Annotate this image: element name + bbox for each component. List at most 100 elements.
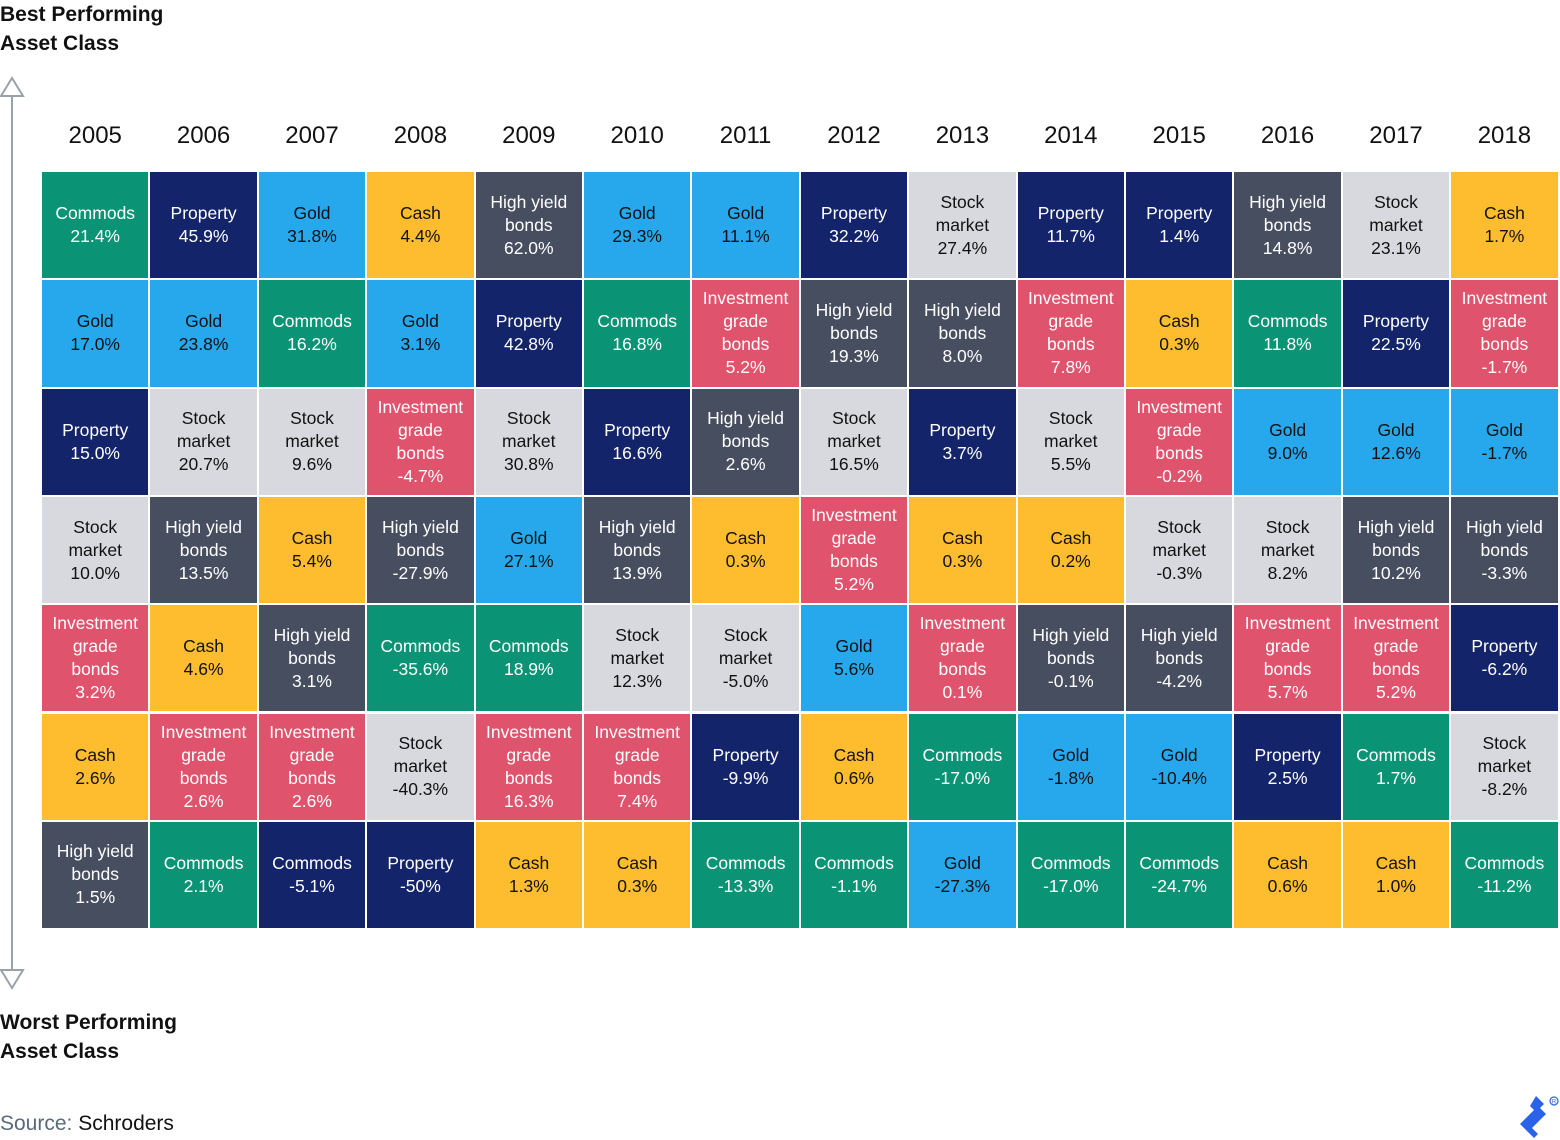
asset-name-line: Investment (1353, 613, 1439, 634)
asset-cell-2012-rank-3: Stock market 16.5% (800, 388, 908, 495)
asset-return-value: 23.8% (178, 334, 229, 355)
asset-name-line: grade (1482, 311, 1527, 332)
asset-name-line: Cash (291, 528, 333, 549)
asset-return-value: 1.7% (1376, 767, 1416, 788)
asset-return-value: -50% (399, 875, 441, 896)
asset-name-line: Commods (1464, 852, 1545, 873)
asset-cell-2010-rank-7: Cash 0.3% (584, 821, 691, 929)
asset-name-line: Property (929, 419, 996, 440)
asset-cell-2017-rank-1: Stock market 23.1% (1342, 172, 1450, 279)
asset-return-value: 30.8% (503, 454, 554, 475)
best-performing-label: Best Performing Asset Class (0, 0, 163, 58)
asset-return-value: 10.2% (1371, 562, 1421, 583)
asset-cell-2016-rank-1: High yield bonds 14.8% (1234, 172, 1341, 279)
asset-cell-2012-rank-7: Commods -1.1% (800, 821, 908, 929)
asset-name-line: Investment (160, 721, 247, 742)
year-label-2013: 2013 (935, 122, 990, 149)
asset-name-line: grade (723, 311, 768, 332)
asset-name-line: bonds (1046, 334, 1095, 355)
asset-name-line: bonds (938, 659, 987, 680)
asset-return-value: 45.9% (178, 226, 229, 247)
asset-name-line: market (827, 431, 881, 452)
asset-name-line: market (610, 647, 664, 668)
svg-text:R: R (1552, 1099, 1557, 1105)
asset-name-line: Gold (943, 852, 981, 873)
source-key: Source: (0, 1112, 73, 1135)
asset-name-line: Gold (1269, 419, 1307, 440)
asset-return-value: -4.2% (1156, 670, 1203, 691)
asset-name-line: bonds (396, 442, 445, 463)
asset-return-value: 11.1% (721, 226, 770, 247)
asset-cell-2016-rank-7: Cash 0.6% (1234, 821, 1341, 929)
asset-cell-2012-rank-4: Investment grade bonds 5.2% (800, 496, 908, 604)
asset-name-line: bonds (396, 539, 445, 560)
asset-name-line: Commods (597, 311, 678, 332)
asset-name-line: bonds (938, 322, 987, 343)
asset-return-value: 11.7% (1046, 226, 1095, 247)
asset-cell-2010-rank-2: Commods 16.8% (584, 280, 691, 387)
asset-name-line: Property (604, 419, 671, 440)
asset-return-value: -5.1% (289, 875, 335, 896)
asset-return-value: 7.4% (617, 790, 658, 811)
asset-name-line: Investment (52, 613, 138, 634)
asset-name-line: bonds (1372, 539, 1420, 560)
ranking-axis-arrow (0, 76, 25, 990)
asset-return-value: 5.5% (1050, 454, 1091, 475)
asset-cell-2009-rank-6: Investment grade bonds 16.3% (475, 713, 582, 820)
asset-return-value: -24.7% (1151, 875, 1207, 896)
asset-cell-2005-rank-4: Stock market 10.0% (42, 496, 149, 604)
asset-name-line: High yield (490, 191, 568, 212)
asset-name-line: High yield (1357, 516, 1435, 537)
asset-return-value: 0.3% (1159, 334, 1200, 355)
asset-cell-2012-rank-2: High yield bonds 19.3% (800, 280, 908, 387)
asset-return-value: -9.9% (722, 767, 769, 788)
asset-name-line: bonds (71, 659, 120, 680)
asset-cell-2016-rank-4: Stock market 8.2% (1234, 496, 1341, 604)
asset-cell-2016-rank-2: Commods 11.8% (1234, 280, 1341, 387)
asset-name-line: High yield (381, 516, 459, 537)
asset-return-value: 20.7% (178, 454, 229, 475)
asset-name-line: Cash (941, 528, 983, 549)
asset-name-line: bonds (288, 647, 336, 668)
asset-name-line: Gold (727, 203, 765, 224)
asset-return-value: 15.0% (70, 442, 120, 463)
asset-return-value: 8.0% (942, 345, 983, 366)
year-label-2005: 2005 (68, 122, 122, 149)
asset-name-line: Commods (55, 203, 136, 224)
asset-name-line: market (1152, 539, 1206, 560)
asset-return-value: -1.7% (1481, 442, 1528, 463)
asset-name-line: Stock (398, 733, 443, 754)
asset-name-line: High yield (273, 624, 351, 645)
asset-cell-2008-rank-7: Property -50% (367, 821, 474, 929)
worst-label-line-2: Asset Class (0, 1040, 120, 1063)
asset-cell-2013-rank-6: Commods -17.0% (909, 713, 1016, 820)
asset-cell-2016-rank-5: Investment grade bonds 5.7% (1234, 605, 1341, 712)
asset-return-value: 22.5% (1371, 334, 1421, 355)
asset-name-line: Commods (1030, 852, 1111, 873)
worst-label-line-1: Worst Performing (0, 1011, 177, 1034)
asset-name-line: Property (820, 203, 888, 224)
year-label-2006: 2006 (176, 122, 231, 149)
asset-cell-2006-rank-5: Cash 4.6% (150, 605, 257, 712)
asset-name-line: market (1044, 431, 1098, 452)
asset-cell-2011-rank-1: Gold 11.1% (692, 172, 799, 279)
asset-name-line: Commods (1139, 852, 1220, 873)
year-label-2008: 2008 (393, 122, 448, 149)
asset-return-value: 3.1% (292, 670, 332, 691)
asset-name-line: Investment (594, 721, 680, 742)
asset-name-line: grade (831, 528, 877, 549)
asset-cell-2011-rank-2: Investment grade bonds 5.2% (692, 280, 799, 387)
asset-cell-2010-rank-6: Investment grade bonds 7.4% (584, 713, 691, 820)
asset-name-line: Commods (380, 636, 461, 657)
asset-name-line: market (1369, 214, 1423, 235)
asset-cell-2018-rank-3: Gold -1.7% (1451, 388, 1558, 495)
asset-return-value: 62.0% (503, 237, 554, 258)
asset-return-value: 2.6% (183, 790, 224, 811)
asset-name-line: Investment (1461, 288, 1548, 309)
asset-name-line: market (393, 756, 448, 777)
asset-name-line: Commods (705, 852, 786, 873)
asset-cell-2006-rank-7: Commods 2.1% (150, 821, 257, 929)
asset-name-line: Cash (725, 528, 767, 549)
asset-name-line: Gold (1485, 419, 1523, 440)
asset-name-line: Investment (269, 721, 355, 742)
